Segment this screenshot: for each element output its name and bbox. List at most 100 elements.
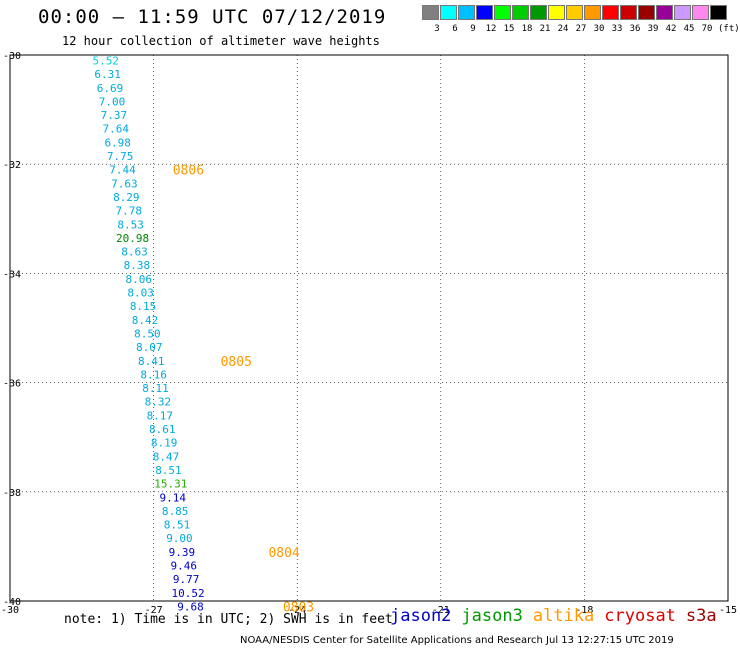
swh-point-label: 8.51	[164, 519, 191, 532]
swh-point-label: 7.64	[103, 123, 130, 136]
time-label: 0806	[173, 164, 204, 179]
satellite-key: jason2 jason3 altika cryosat s3a	[390, 606, 727, 626]
swh-point-label: 20.98	[116, 232, 149, 245]
swh-point-label: 5.52	[92, 54, 119, 67]
legend-label: 21	[539, 24, 551, 34]
page-title: 00:00 – 11:59 UTC 07/12/2019	[38, 6, 387, 28]
legend-swatch	[512, 5, 529, 20]
x-tick-label: -21	[432, 605, 450, 616]
swh-point-label: 8.16	[140, 368, 167, 381]
swh-point-label: 8.63	[121, 246, 148, 259]
legend-swatch	[494, 5, 511, 20]
swh-point-label: 9.00	[166, 532, 193, 545]
legend-swatch	[458, 5, 475, 20]
legend-label: 6	[452, 24, 458, 34]
y-tick-label: -34	[3, 269, 21, 280]
swh-point-label: 8.47	[153, 450, 180, 463]
swh-point-label: 8.17	[147, 409, 174, 422]
swh-point-label: 7.44	[109, 164, 136, 177]
swh-point-label: 15.31	[154, 478, 187, 491]
swh-point-label: 8.50	[134, 327, 161, 340]
swh-point-label: 9.39	[169, 546, 196, 559]
legend-label: 70	[701, 24, 713, 34]
legend-swatch	[584, 5, 601, 20]
swh-point-label: 8.32	[145, 396, 172, 409]
satellite-altika: altika	[532, 606, 595, 626]
legend-label: 12	[485, 24, 497, 34]
swh-point-label: 6.69	[97, 82, 124, 95]
swh-point-label: 9.77	[173, 573, 200, 586]
swh-point-label: 7.63	[111, 177, 138, 190]
swh-point-label: 9.68	[177, 600, 204, 613]
y-tick-label: -30	[3, 51, 21, 62]
legend-label: 15	[503, 24, 515, 34]
legend-swatch	[566, 5, 583, 20]
legend-label: 3	[434, 24, 440, 34]
swh-point-label: 8.53	[117, 218, 144, 231]
legend-label: 42	[665, 24, 677, 34]
x-tick-label: -24	[288, 605, 306, 616]
legend-swatch	[440, 5, 457, 20]
satellite-cryosat: cryosat	[604, 606, 676, 626]
legend-label: 24	[557, 24, 569, 34]
swh-point-label: 8.38	[124, 259, 151, 272]
credit-line: NOAA/NESDIS Center for Satellite Applica…	[240, 635, 674, 646]
time-label: 0804	[268, 546, 299, 561]
swh-point-label: 8.19	[151, 437, 178, 450]
swh-point-label: 8.15	[130, 300, 157, 313]
y-tick-label: -38	[3, 488, 21, 499]
legend-swatch	[674, 5, 691, 20]
swh-point-label: 9.14	[159, 491, 186, 504]
swh-point-label: 8.11	[142, 382, 169, 395]
swh-point-label: 8.85	[162, 505, 189, 518]
swh-point-label: 7.37	[101, 109, 128, 122]
satellite-jason3: jason3	[461, 606, 523, 626]
legend-label: 30	[593, 24, 605, 34]
legend-swatch	[602, 5, 619, 20]
swh-point-label: 8.07	[136, 341, 163, 354]
legend-swatch	[476, 5, 493, 20]
time-label: 0805	[221, 355, 252, 370]
swh-point-label: 8.29	[113, 191, 140, 204]
legend-label: 45	[683, 24, 695, 34]
satellite-s3a: s3a	[685, 606, 717, 626]
swh-point-label: 8.42	[132, 314, 159, 327]
legend-label: 27	[575, 24, 587, 34]
swh-point-label: 10.52	[172, 587, 205, 600]
x-tick-label: -27	[145, 605, 163, 616]
swh-point-label: 7.78	[115, 205, 142, 218]
page-subtitle: 12 hour collection of altimeter wave hei…	[62, 34, 380, 48]
y-tick-label: -36	[3, 379, 21, 390]
legend-label: 18	[521, 24, 533, 34]
legend-swatch	[422, 5, 439, 20]
swh-point-label: 8.06	[126, 273, 153, 286]
legend-swatch	[638, 5, 655, 20]
x-tick-label: -30	[1, 605, 19, 616]
swh-point-label: 6.98	[104, 136, 131, 149]
swh-point-label: 7.00	[99, 95, 126, 108]
x-tick-label: -18	[575, 605, 593, 616]
legend-swatch	[620, 5, 637, 20]
footer-note: note: 1) Time is in UTC; 2) SWH is in fe…	[64, 612, 393, 627]
legend-label: 9	[470, 24, 476, 34]
satellite-jason2: jason2	[390, 606, 452, 626]
legend-label: 36	[629, 24, 641, 34]
swh-point-label: 6.31	[94, 68, 121, 81]
swh-point-label: 9.46	[171, 560, 198, 573]
legend-swatch	[692, 5, 709, 20]
y-tick-label: -32	[3, 160, 21, 171]
swh-point-label: 8.51	[155, 464, 182, 477]
time-label: 0803	[283, 600, 314, 615]
legend-label: 39	[647, 24, 659, 34]
swh-point-label: 8.41	[138, 355, 165, 368]
x-tick-label: -15	[719, 605, 737, 616]
legend-unit: (ft)	[718, 24, 740, 34]
legend-swatch	[530, 5, 547, 20]
swh-point-label: 7.75	[107, 150, 134, 163]
y-tick-label: -40	[3, 597, 21, 608]
legend-label: 33	[611, 24, 623, 34]
swh-point-label: 8.03	[127, 287, 154, 300]
swh-point-label: 8.61	[149, 423, 176, 436]
legend-swatch	[548, 5, 565, 20]
